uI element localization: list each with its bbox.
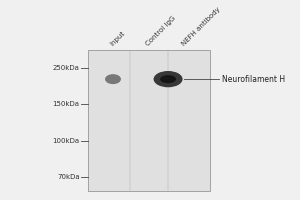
Text: 150kDa: 150kDa [53,101,80,107]
Text: Input: Input [109,29,126,47]
Text: 100kDa: 100kDa [52,138,80,144]
Bar [88,50,210,191]
Ellipse shape [160,75,176,83]
Ellipse shape [154,71,183,87]
Ellipse shape [105,74,121,84]
Text: Neurofilament H: Neurofilament H [222,75,285,84]
Text: 250kDa: 250kDa [53,65,80,71]
Text: NEFH antibody: NEFH antibody [181,6,222,47]
Text: Control IgG: Control IgG [145,15,177,47]
Text: 70kDa: 70kDa [57,174,80,180]
